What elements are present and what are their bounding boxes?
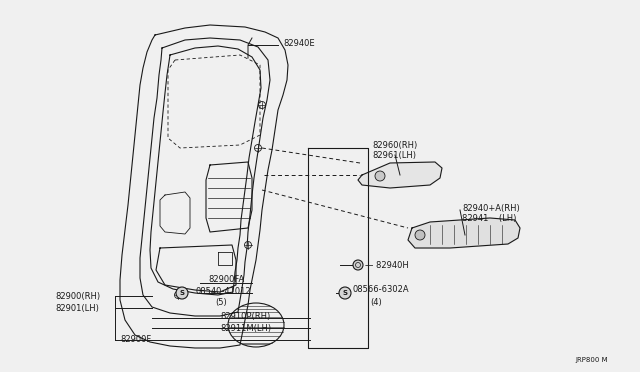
Text: S: S	[342, 290, 348, 296]
Text: S: S	[179, 290, 184, 296]
Text: 82910P(RH): 82910P(RH)	[220, 312, 270, 321]
Text: 82961(LH): 82961(LH)	[372, 151, 416, 160]
Circle shape	[375, 171, 385, 181]
Text: 08566-6302A: 08566-6302A	[353, 285, 410, 295]
Polygon shape	[358, 162, 442, 188]
Text: 08540-41012: 08540-41012	[195, 286, 251, 295]
Text: 82941    (LH): 82941 (LH)	[462, 214, 516, 222]
Text: 82960(RH): 82960(RH)	[372, 141, 417, 150]
Text: 82940E: 82940E	[283, 38, 315, 48]
Polygon shape	[408, 218, 520, 248]
Text: 82901(LH): 82901(LH)	[55, 304, 99, 312]
Text: 82900(RH): 82900(RH)	[55, 292, 100, 301]
Circle shape	[176, 287, 188, 299]
Text: 82900F: 82900F	[120, 336, 151, 344]
Text: (5): (5)	[215, 298, 227, 308]
Text: 82940+A(RH): 82940+A(RH)	[462, 203, 520, 212]
Text: 82900FA: 82900FA	[208, 276, 244, 285]
Circle shape	[339, 287, 351, 299]
Text: 82911M(LH): 82911M(LH)	[220, 324, 271, 333]
Text: — 82940H: — 82940H	[365, 260, 409, 269]
Circle shape	[415, 230, 425, 240]
Text: (4): (4)	[370, 298, 381, 307]
Text: JRP800 M: JRP800 M	[575, 357, 607, 363]
Circle shape	[353, 260, 363, 270]
